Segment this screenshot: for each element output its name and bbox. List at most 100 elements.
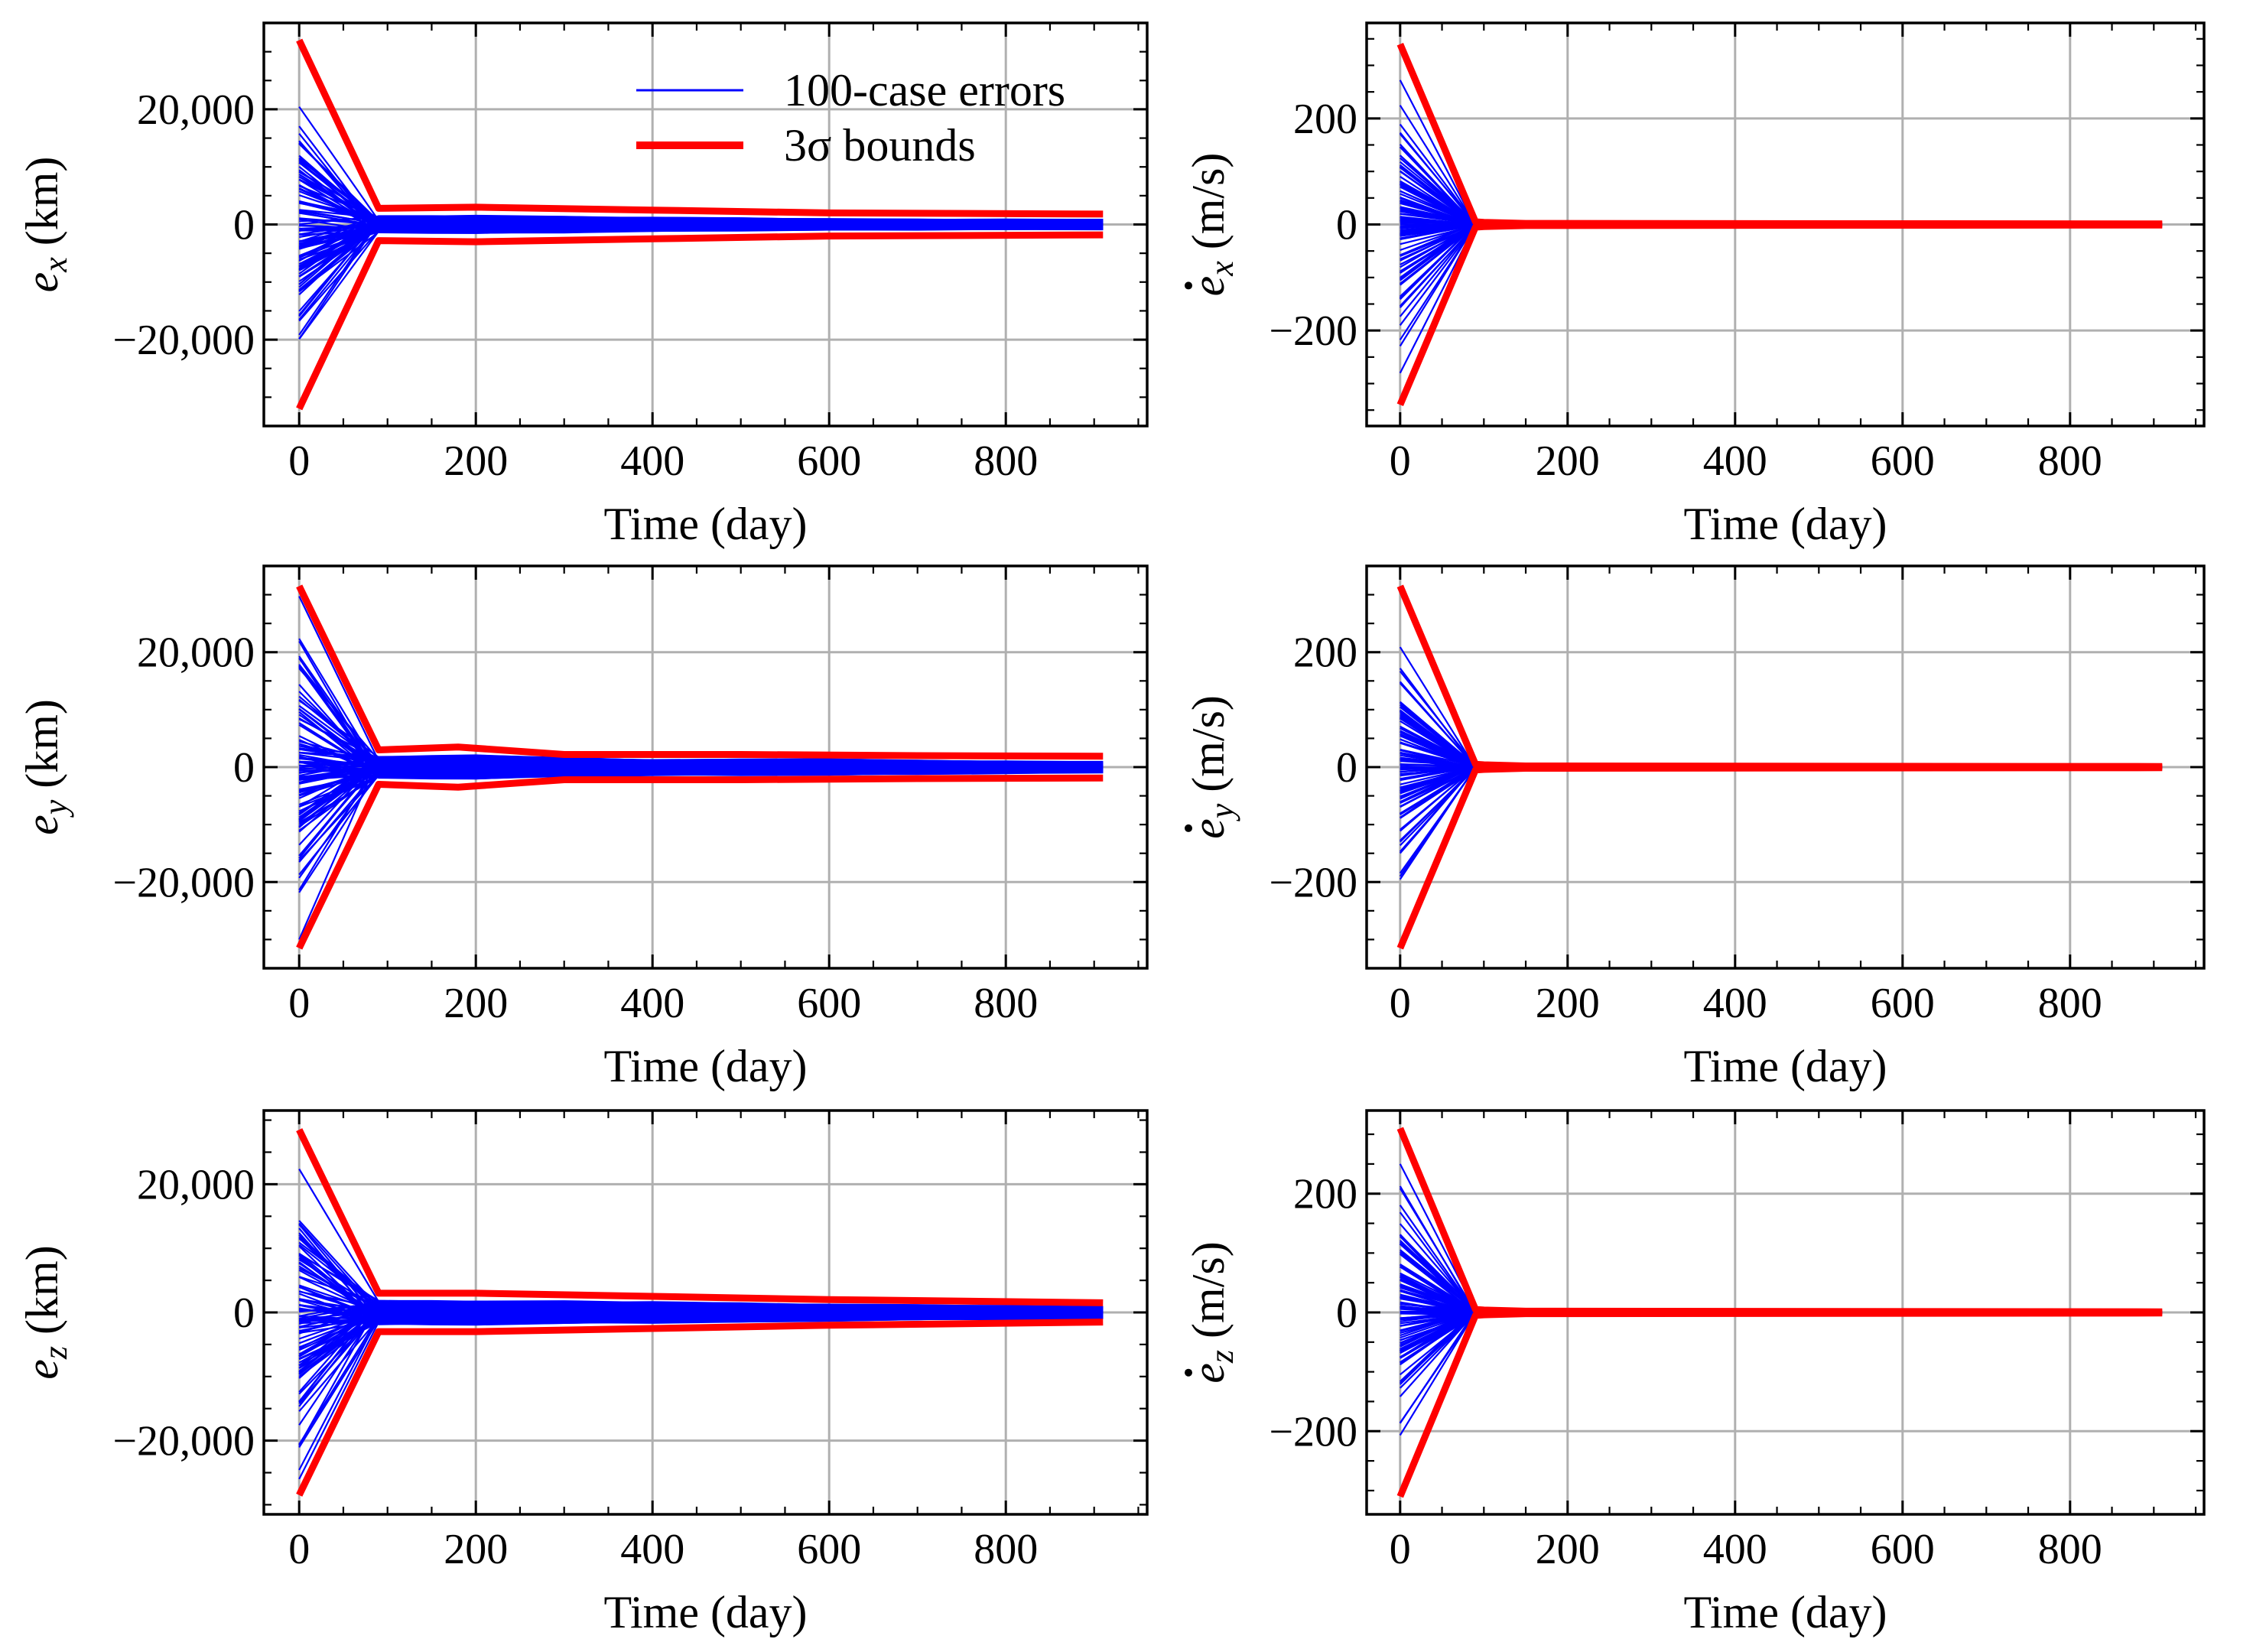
time-derivative-dot bbox=[1185, 1368, 1192, 1377]
y-tick-label: 0 bbox=[1336, 202, 1357, 249]
x-tick-label: 0 bbox=[1390, 980, 1411, 1027]
case-error-line bbox=[299, 1313, 1104, 1322]
case-error-line bbox=[298, 762, 1104, 799]
upper-3sigma-bound bbox=[296, 584, 1104, 760]
y-tick-label: 0 bbox=[233, 1289, 255, 1337]
x-tick-label: 800 bbox=[2038, 437, 2102, 485]
case-error-line bbox=[298, 1276, 1104, 1315]
case-error-line bbox=[299, 761, 1104, 769]
y-tick-label: −20,000 bbox=[112, 859, 255, 906]
y-tick-label: 0 bbox=[1336, 744, 1357, 792]
subplot-5: 0 200 400 600 800 −20,000 0 20,000 Time (day) ez … bbox=[17, 1109, 1149, 1637]
case-error-line bbox=[298, 1301, 1104, 1335]
x-tick-label: 600 bbox=[1871, 980, 1935, 1027]
case-error-line bbox=[298, 708, 1104, 774]
subplot-3: 0 200 400 600 800 −20,000 0 20,000 Time (day) ey … bbox=[17, 564, 1149, 1091]
case-error-line bbox=[298, 157, 1104, 224]
x-tick-label: 800 bbox=[2038, 980, 2102, 1027]
x-tick-label: 200 bbox=[1536, 980, 1600, 1027]
upper-3sigma-bound bbox=[296, 38, 1104, 218]
x-tick-label: 0 bbox=[1390, 1526, 1411, 1573]
case-error-line bbox=[298, 770, 1104, 808]
upper-3sigma-bound bbox=[296, 1128, 1104, 1306]
case-error-line bbox=[299, 1315, 1104, 1323]
case-error-line bbox=[298, 1306, 1104, 1350]
subplot-4: 0 200 400 600 800 −200 0 200 Time (day) ey (m/s) bbox=[1183, 564, 2206, 1091]
subplot-2: 0 200 400 600 800 −200 0 200 Time (day) ex (m/s) bbox=[1183, 21, 2206, 549]
y-tick-label: −200 bbox=[1269, 859, 1357, 906]
x-tick-label: 400 bbox=[620, 437, 684, 485]
y-tick-label: 200 bbox=[1293, 629, 1357, 677]
x-tick-label: 0 bbox=[288, 437, 310, 485]
y-tick-label: 20,000 bbox=[137, 1161, 255, 1208]
lower-3sigma-bound bbox=[1396, 221, 2163, 407]
lower-3sigma-bound bbox=[1396, 1309, 2163, 1498]
y-tick-label: −200 bbox=[1269, 1408, 1357, 1455]
lower-3sigma-bound bbox=[296, 231, 1104, 411]
case-error-line bbox=[298, 218, 1104, 258]
lower-3sigma-bound bbox=[296, 774, 1104, 950]
x-tick-label: 400 bbox=[1703, 437, 1767, 485]
x-axis-label: Time (day) bbox=[1683, 1041, 1887, 1091]
x-tick-label: 0 bbox=[1390, 437, 1411, 485]
y-tick-label: −20,000 bbox=[112, 1418, 255, 1465]
y-axis-label: ez (m/s) bbox=[1183, 1241, 1240, 1383]
x-tick-label: 400 bbox=[620, 1526, 684, 1573]
legend-label: 3σ bounds bbox=[784, 120, 976, 171]
time-derivative-dot bbox=[1185, 281, 1192, 290]
time-derivative-dot bbox=[1185, 824, 1192, 832]
x-tick-label: 200 bbox=[444, 1526, 508, 1573]
case-error-line bbox=[298, 225, 1104, 246]
y-tick-label: 0 bbox=[1336, 1289, 1357, 1337]
x-tick-label: 200 bbox=[444, 980, 508, 1027]
y-tick-label: 200 bbox=[1293, 96, 1357, 143]
x-axis-label: Time (day) bbox=[1683, 499, 1887, 549]
x-axis-label: Time (day) bbox=[603, 1041, 807, 1091]
x-tick-label: 800 bbox=[974, 437, 1038, 485]
y-axis-label: ex (km) bbox=[17, 157, 74, 293]
x-tick-label: 200 bbox=[444, 437, 508, 485]
case-error-line bbox=[298, 1302, 1104, 1446]
x-axis-label: Time (day) bbox=[603, 499, 807, 549]
y-tick-label: −200 bbox=[1269, 307, 1357, 355]
y-tick-label: 20,000 bbox=[137, 86, 255, 134]
x-tick-label: 400 bbox=[620, 980, 684, 1027]
lower-3sigma-bound bbox=[1396, 764, 2163, 950]
x-tick-label: 800 bbox=[2038, 1526, 2102, 1573]
x-tick-label: 200 bbox=[1536, 437, 1600, 485]
y-tick-label: 0 bbox=[233, 202, 255, 249]
legend-label: 100-case errors bbox=[784, 65, 1065, 115]
y-axis-label: ey (m/s) bbox=[1183, 695, 1240, 839]
case-error-line bbox=[298, 1315, 1104, 1413]
x-tick-label: 600 bbox=[1871, 1526, 1935, 1573]
y-axis-label: ex (m/s) bbox=[1183, 153, 1240, 297]
x-tick-label: 400 bbox=[1703, 1526, 1767, 1573]
x-tick-label: 0 bbox=[288, 1526, 310, 1573]
x-tick-label: 600 bbox=[797, 437, 861, 485]
y-tick-label: 200 bbox=[1293, 1171, 1357, 1218]
x-tick-label: 200 bbox=[1536, 1526, 1600, 1573]
y-tick-label: 20,000 bbox=[137, 629, 255, 677]
case-error-line bbox=[298, 226, 1104, 322]
x-tick-label: 800 bbox=[974, 1526, 1038, 1573]
y-axis-label: ey (km) bbox=[17, 699, 74, 835]
case-error-line bbox=[298, 758, 1104, 857]
lower-3sigma-bound bbox=[296, 1319, 1104, 1497]
y-tick-label: 0 bbox=[233, 744, 255, 792]
subplot-6: 0 200 400 600 800 −200 0 200 Time (day) ez (m/s) bbox=[1183, 1109, 2206, 1637]
x-tick-label: 400 bbox=[1703, 980, 1767, 1027]
x-tick-label: 600 bbox=[797, 980, 861, 1027]
x-tick-label: 600 bbox=[797, 1526, 861, 1573]
x-axis-label: Time (day) bbox=[1683, 1587, 1887, 1637]
case-error-line bbox=[298, 1234, 1104, 1313]
x-axis-label: Time (day) bbox=[603, 1587, 807, 1637]
case-error-line bbox=[298, 201, 1104, 222]
x-tick-label: 800 bbox=[974, 980, 1038, 1027]
y-tick-label: −20,000 bbox=[112, 317, 255, 364]
x-tick-label: 0 bbox=[288, 980, 310, 1027]
y-axis-label: ez (km) bbox=[17, 1245, 74, 1379]
case-error-line bbox=[298, 223, 1104, 291]
x-tick-label: 600 bbox=[1871, 437, 1935, 485]
